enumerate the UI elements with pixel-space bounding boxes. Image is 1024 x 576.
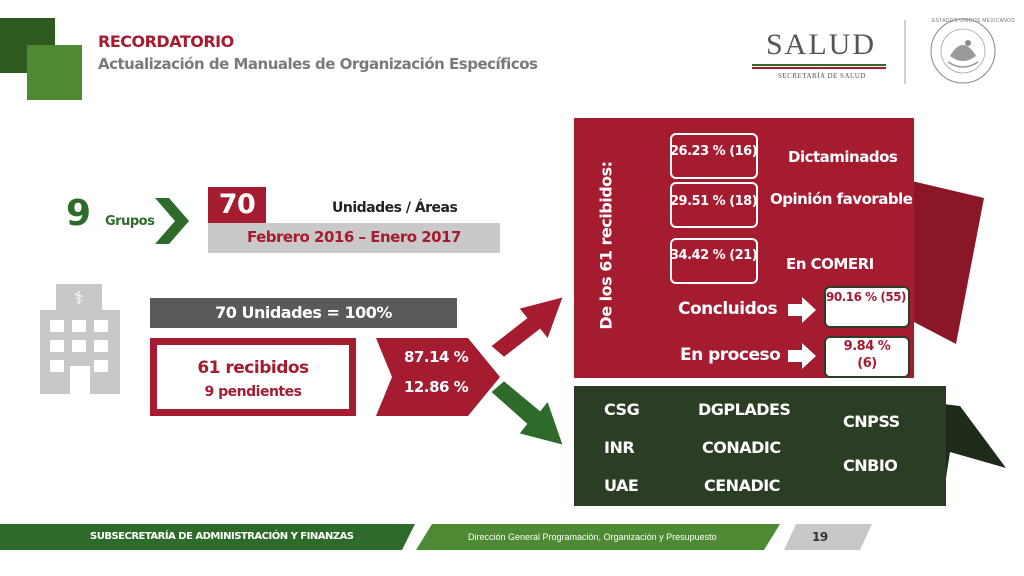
pending-unit-conadic: CONADIC	[702, 438, 781, 457]
pending-unit-inr: INR	[604, 438, 635, 457]
svg-text:⚕: ⚕	[74, 288, 84, 309]
page-subtitle: Actualización de Manuales de Organizació…	[98, 55, 538, 73]
corner-decoration	[0, 18, 82, 100]
stat-pct-dictaminados: 26.23 % (16)	[670, 144, 758, 159]
footer: SUBSECRETARÍA DE ADMINISTRACIÓN Y FINANZ…	[0, 522, 1024, 552]
concluidos-pct: 90.16 % (55)	[826, 290, 907, 304]
received-pending-box: 61 recibidos 9 pendientes	[150, 338, 356, 416]
total-label: 70 Unidades = 100%	[215, 303, 392, 322]
national-seal-icon: ESTADOS UNIDOS MEXICANOS	[928, 16, 1015, 86]
arrow-down-right-icon	[486, 376, 576, 452]
footer-left-text: SUBSECRETARÍA DE ADMINISTRACIÓN Y FINANZ…	[90, 531, 354, 542]
arrow-up-right-icon	[486, 290, 576, 362]
stat-label-comeri: En COMERI	[786, 255, 874, 273]
pending-unit-cenadic: CENADIC	[704, 476, 780, 495]
pending-unit-dgplades: DGPLADES	[698, 400, 791, 419]
salud-logo-subtitle: SECRETARÍA DE SALUD	[778, 72, 866, 80]
received-label: 61 recibidos	[197, 358, 309, 378]
pending-panel	[574, 386, 1008, 510]
groups-number: 9	[66, 193, 91, 234]
page-number: 19	[812, 530, 828, 544]
stat-label-dictaminados: Dictaminados	[788, 148, 898, 166]
footer-center-text: Dirección General Programación, Organiza…	[468, 532, 717, 542]
pending-pct: 12.86 %	[404, 378, 469, 396]
logo-divider	[904, 20, 906, 84]
concluidos-box: 90.16 % (55)	[824, 286, 910, 328]
period-bar: Febrero 2016 – Enero 2017	[208, 223, 500, 253]
chevron-right-icon	[155, 198, 189, 244]
page-title: RECORDATORIO	[98, 32, 234, 51]
pending-unit-uae: UAE	[604, 476, 639, 495]
proceso-count: (6)	[857, 356, 877, 371]
pending-unit-cnpss: CNPSS	[843, 412, 900, 431]
pending-unit-cnbio: CNBIO	[843, 456, 898, 475]
proceso-box: 9.84 % (6)	[824, 336, 910, 378]
pending-unit-csg: CSG	[604, 400, 640, 419]
received-panel-title: De los 61 recibidos:	[596, 161, 616, 330]
seal-text: ESTADOS UNIDOS MEXICANOS	[932, 18, 1015, 24]
salud-logo: SALUD SECRETARÍA DE SALUD	[752, 24, 892, 84]
arrow-right-icon	[788, 297, 816, 323]
period-label: Febrero 2016 – Enero 2017	[246, 228, 462, 246]
stat-box-opinion: 29.51 % (18)	[670, 182, 758, 228]
groups-label: Grupos	[105, 214, 155, 229]
stat-pct-comeri: 34.42 % (21)	[670, 248, 758, 263]
hospital-icon: ⚕	[32, 282, 128, 394]
received-pct: 87.14 %	[404, 348, 469, 366]
proceso-label: En proceso	[680, 345, 781, 365]
units-number: 70	[218, 189, 256, 220]
percent-arrow: 87.14 % 12.86 %	[376, 338, 500, 416]
units-label: Unidades / Áreas	[332, 200, 458, 216]
stat-label-opinion: Opinión favorable	[770, 190, 913, 208]
stat-pct-opinion: 29.51 % (18)	[670, 194, 758, 209]
salud-logo-name: SALUD	[766, 28, 877, 61]
pending-label: 9 pendientes	[204, 384, 302, 400]
stat-box-comeri: 34.42 % (21)	[670, 238, 758, 284]
stat-box-dictaminados: 26.23 % (16)	[670, 133, 758, 179]
arrow-right-icon	[788, 343, 816, 369]
units-number-box: 70	[208, 187, 266, 223]
concluidos-label: Concluidos	[678, 299, 778, 319]
proceso-pct: 9.84 %	[843, 339, 891, 354]
total-bar: 70 Unidades = 100%	[150, 298, 457, 328]
